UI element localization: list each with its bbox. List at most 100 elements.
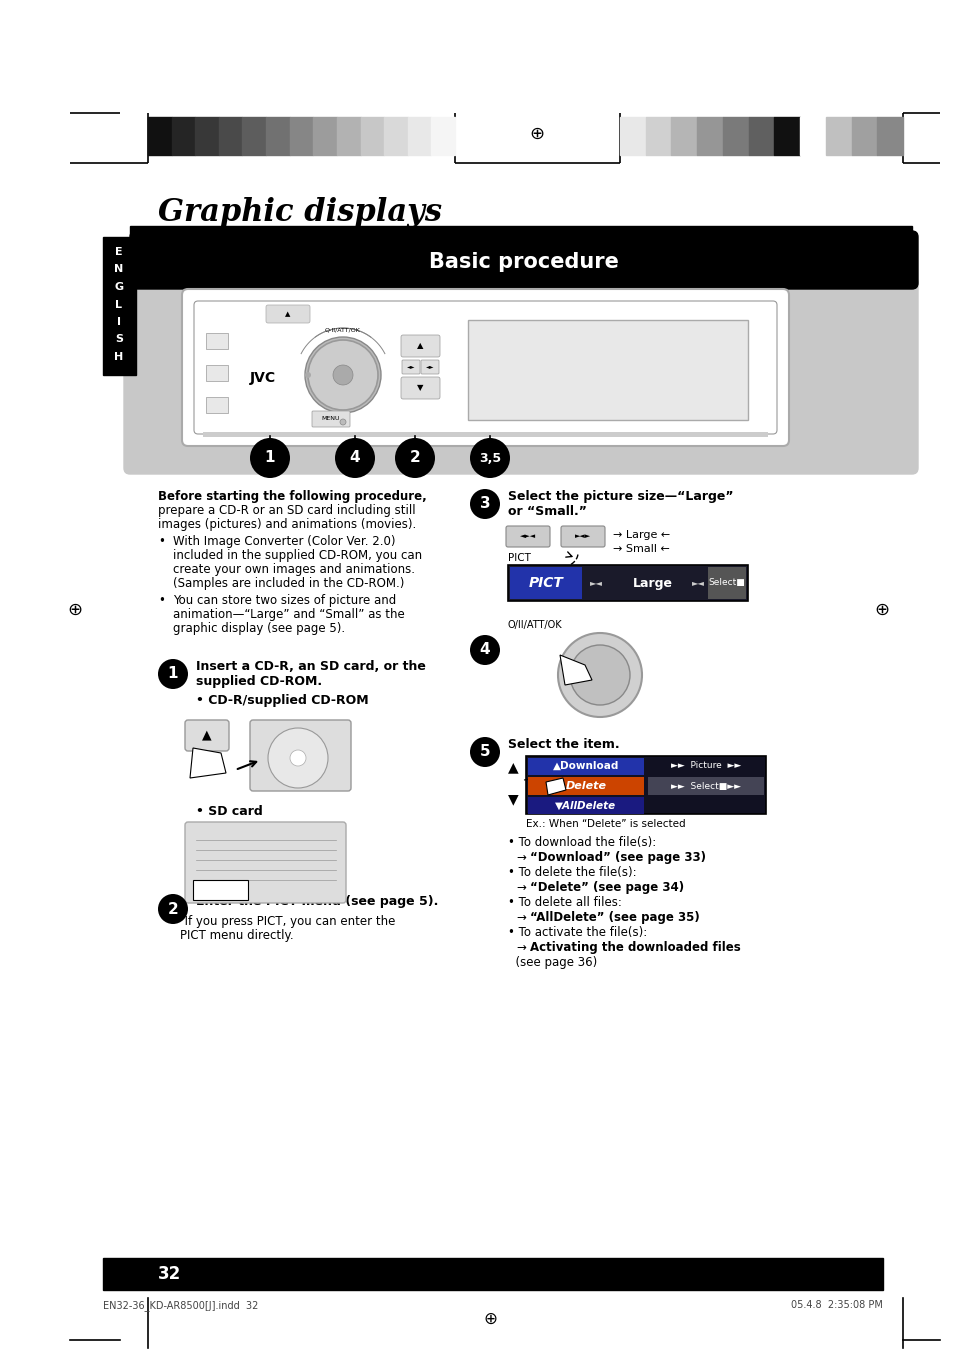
Text: supplied CD-ROM.: supplied CD-ROM.	[195, 676, 322, 688]
Text: G: G	[114, 282, 124, 292]
Bar	[336, 118, 360, 155]
Text: (Samples are included in the CD-ROM.): (Samples are included in the CD-ROM.)	[172, 577, 404, 590]
Circle shape	[268, 728, 328, 788]
Text: 4: 4	[350, 450, 360, 466]
FancyBboxPatch shape	[505, 526, 550, 547]
Text: I: I	[117, 317, 121, 327]
Circle shape	[250, 438, 290, 478]
FancyBboxPatch shape	[400, 335, 439, 357]
Text: “Download” (see page 33): “Download” (see page 33)	[530, 851, 705, 865]
Bar	[527, 777, 643, 794]
Text: ⊕: ⊕	[529, 126, 544, 143]
Bar	[206, 365, 228, 381]
FancyBboxPatch shape	[130, 231, 917, 289]
Circle shape	[290, 750, 306, 766]
Text: ►◄►: ►◄►	[575, 534, 591, 539]
Text: 2: 2	[409, 450, 420, 466]
Bar	[697, 118, 722, 155]
Bar	[510, 567, 581, 598]
Bar	[206, 397, 228, 413]
Text: ⊕: ⊕	[874, 601, 888, 619]
FancyBboxPatch shape	[250, 720, 351, 790]
Text: S: S	[115, 335, 123, 345]
Bar	[266, 118, 290, 155]
Bar	[707, 567, 745, 598]
Text: “Delete” (see page 34): “Delete” (see page 34)	[530, 881, 683, 894]
Text: PICT: PICT	[528, 576, 563, 590]
Text: Enter the PICT menu (see page 5).: Enter the PICT menu (see page 5).	[195, 894, 438, 908]
Text: • SD card: • SD card	[195, 805, 262, 817]
Circle shape	[470, 489, 499, 519]
Text: graphic display (see page 5).: graphic display (see page 5).	[172, 621, 345, 635]
Circle shape	[470, 738, 499, 767]
Bar	[774, 118, 800, 155]
Circle shape	[335, 438, 375, 478]
Text: →: →	[516, 881, 525, 894]
Text: 3: 3	[479, 497, 490, 512]
Text: • To delete the file(s):: • To delete the file(s):	[507, 866, 636, 880]
FancyBboxPatch shape	[400, 377, 439, 399]
Text: 3,5: 3,5	[478, 451, 500, 465]
Text: ▲: ▲	[285, 311, 291, 317]
Bar	[242, 118, 266, 155]
Text: →: →	[516, 942, 525, 954]
FancyBboxPatch shape	[124, 277, 917, 474]
Bar	[313, 118, 336, 155]
Text: 5: 5	[479, 744, 490, 759]
Text: 4: 4	[479, 643, 490, 658]
Bar	[384, 118, 407, 155]
Circle shape	[569, 644, 629, 705]
Text: included in the supplied CD-ROM, you can: included in the supplied CD-ROM, you can	[172, 549, 421, 562]
Bar	[527, 797, 643, 815]
Text: 2: 2	[168, 901, 178, 916]
Text: ▲: ▲	[416, 342, 423, 350]
Circle shape	[470, 438, 510, 478]
Bar	[431, 118, 455, 155]
Circle shape	[305, 336, 380, 413]
Bar	[195, 118, 218, 155]
Circle shape	[339, 419, 346, 426]
Text: ►►  Picture  ►►: ►► Picture ►►	[670, 762, 740, 770]
Circle shape	[333, 365, 353, 385]
Text: O/II/ATT/OK: O/II/ATT/OK	[507, 620, 562, 630]
Text: EN32-36_KD-AR8500[J].indd  32: EN32-36_KD-AR8500[J].indd 32	[103, 1300, 258, 1310]
Text: Large: Large	[633, 577, 672, 589]
Bar	[148, 118, 172, 155]
Text: Basic procedure: Basic procedure	[429, 253, 618, 272]
FancyBboxPatch shape	[185, 821, 346, 902]
Text: 32: 32	[158, 1265, 181, 1283]
Text: Select the item.: Select the item.	[507, 738, 619, 751]
Circle shape	[470, 635, 499, 665]
Text: Insert a CD-R, an SD card, or the: Insert a CD-R, an SD card, or the	[195, 661, 425, 673]
Text: You can store two sizes of picture and: You can store two sizes of picture and	[172, 594, 395, 607]
Circle shape	[558, 634, 641, 717]
Polygon shape	[193, 880, 248, 900]
Text: ▲: ▲	[507, 761, 518, 774]
Bar	[645, 118, 671, 155]
Text: • CD-R/supplied CD-ROM: • CD-R/supplied CD-ROM	[195, 694, 368, 707]
Text: ◄►: ◄►	[406, 365, 415, 370]
Polygon shape	[545, 778, 565, 794]
Bar	[647, 777, 763, 794]
Circle shape	[395, 438, 435, 478]
Text: →: →	[516, 851, 525, 865]
Text: “AllDelete” (see page 35): “AllDelete” (see page 35)	[530, 911, 699, 924]
Text: or “Small.”: or “Small.”	[507, 505, 586, 517]
Bar	[103, 1258, 882, 1290]
FancyBboxPatch shape	[560, 526, 604, 547]
Text: Select■: Select■	[708, 578, 744, 588]
Text: ►◄: ►◄	[691, 578, 703, 588]
Bar	[748, 118, 774, 155]
Bar	[671, 118, 697, 155]
Text: • To activate the file(s):: • To activate the file(s):	[507, 925, 646, 939]
Text: Before starting the following procedure,: Before starting the following procedure,	[158, 490, 426, 503]
Text: ⊕: ⊕	[482, 1310, 497, 1328]
Text: With Image Converter (Color Ver. 2.0): With Image Converter (Color Ver. 2.0)	[172, 535, 395, 549]
Text: 1: 1	[168, 666, 178, 681]
Bar	[407, 118, 431, 155]
Bar	[130, 226, 911, 235]
Text: N: N	[114, 265, 124, 274]
Text: H: H	[114, 353, 124, 362]
Text: →: →	[516, 911, 525, 924]
Text: animation—“Large” and “Small” as the: animation—“Large” and “Small” as the	[172, 608, 404, 621]
